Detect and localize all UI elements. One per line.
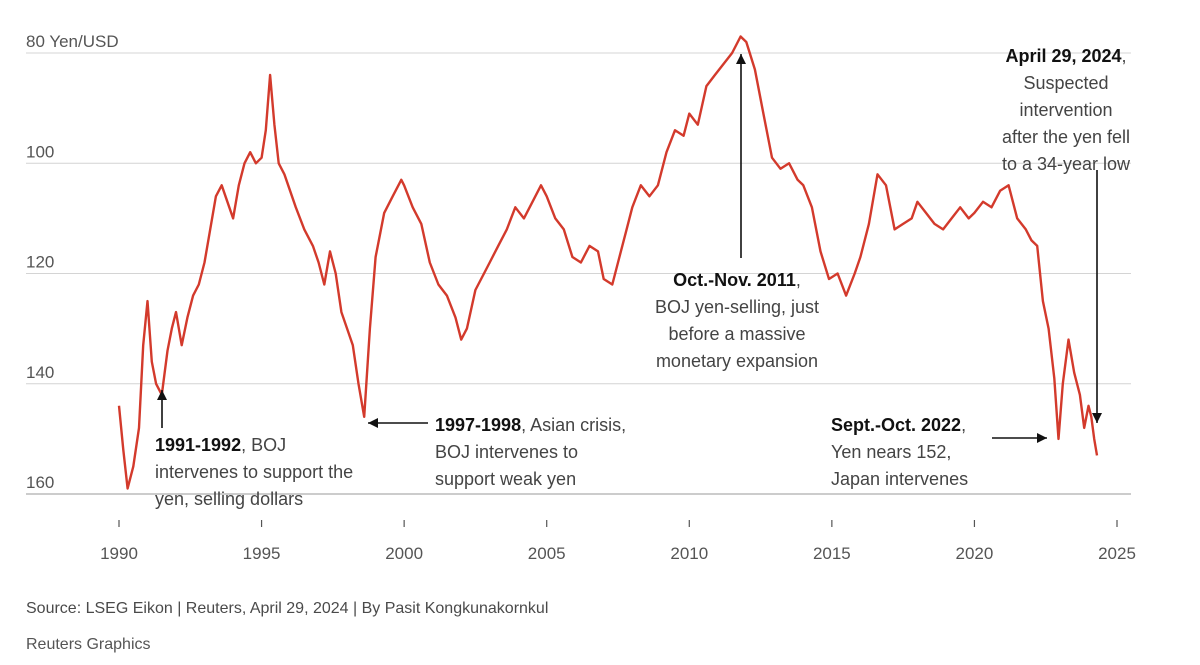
x-tick-2005: 2005 <box>528 544 566 563</box>
annotation-2-line-1: 1997-1998, Asian crisis, <box>435 415 626 435</box>
x-tick-2010: 2010 <box>670 544 708 563</box>
annotation-1-line-3: yen, selling dollars <box>155 489 303 509</box>
annotation-5-bold: Sept.-Oct. 2022 <box>831 415 961 435</box>
arrow-2024-head <box>1092 413 1102 423</box>
annotation-3-line-2: BOJ yen-selling, just <box>655 297 819 317</box>
annotation-2-line-3: support weak yen <box>435 469 576 489</box>
arrow-2011-head <box>736 54 746 64</box>
annotation-5-rest: , <box>961 415 966 435</box>
y-tick-120: 120 <box>26 253 54 272</box>
series-line-0 <box>117 35 1099 490</box>
x-tick-2000: 2000 <box>385 544 423 563</box>
annotation-3: Oct.-Nov. 2011, BOJ yen-selling, just befo… <box>655 270 819 371</box>
annotation-1-line-1: 1991-1992, BOJ <box>155 435 286 455</box>
source-note: Source: LSEG Eikon | Reuters, April 29, … <box>26 600 549 617</box>
x-tick-1995: 1995 <box>243 544 281 563</box>
arrow-1997-head <box>368 418 378 428</box>
y-unit-label: 80 Yen/USD <box>26 32 119 51</box>
x-tick-2025: 2025 <box>1098 544 1136 563</box>
annotation-2-line-2: BOJ intervenes to <box>435 442 578 462</box>
series-group <box>117 35 1099 490</box>
annotation-5: Sept.-Oct. 2022, Yen nears 152, Japan inte… <box>831 415 968 489</box>
annotation-3-line-4: monetary expansion <box>656 351 818 371</box>
annotation-3-bold: Oct.-Nov. 2011 <box>673 270 796 290</box>
annotation-4-rest: , <box>1122 46 1127 66</box>
arrow-2022-head <box>1037 433 1047 443</box>
credit-line: Reuters Graphics <box>26 636 151 653</box>
y-tick-100: 100 <box>26 142 54 161</box>
annotation-4-bold: April 29, 2024 <box>1005 46 1121 66</box>
annotation-4: April 29, 2024, Suspected intervention afte… <box>1002 46 1131 174</box>
annotation-1-rest: , BOJ <box>241 435 286 455</box>
annotation-5-line-2: Yen nears 152, <box>831 442 951 462</box>
annotation-4-line-3: intervention <box>1019 100 1112 120</box>
y-tick-140: 140 <box>26 363 54 382</box>
annotation-4-line-2: Suspected <box>1023 73 1108 93</box>
arrow-1991-head <box>157 390 167 400</box>
annotation-4-line-1: April 29, 2024, <box>1005 46 1126 66</box>
y-tick-160: 160 <box>26 473 54 492</box>
annotation-5-line-1: Sept.-Oct. 2022, <box>831 415 966 435</box>
annotation-5-line-3: Japan intervenes <box>831 469 968 489</box>
annotation-3-line-3: before a massive <box>668 324 805 344</box>
annotation-2-bold: 1997-1998 <box>435 415 521 435</box>
x-tick-2020: 2020 <box>956 544 994 563</box>
annotation-arrows <box>157 54 1102 443</box>
annotation-4-line-5: to a 34-year low <box>1002 154 1131 174</box>
y-tick-labels: 80 Yen/USD 100 120 140 160 <box>26 32 119 492</box>
annotation-1-bold: 1991-1992 <box>155 435 241 455</box>
annotation-1-line-2: intervenes to support the <box>155 462 353 482</box>
x-tick-2015: 2015 <box>813 544 851 563</box>
annotation-3-rest: , <box>796 270 801 290</box>
annotation-4-line-4: after the yen fell <box>1002 127 1130 147</box>
x-tick-1990: 1990 <box>100 544 138 563</box>
annotations: 1991-1992, BOJ intervenes to support the y… <box>155 46 1131 509</box>
annotation-2-rest: , Asian crisis, <box>521 415 626 435</box>
annotation-1: 1991-1992, BOJ intervenes to support the y… <box>155 435 353 509</box>
gridlines <box>26 52 1131 495</box>
annotation-2: 1997-1998, Asian crisis, BOJ intervenes t… <box>435 415 626 489</box>
x-tick-labels: 1990 1995 2000 2005 2010 2015 2020 2025 <box>100 520 1136 563</box>
annotation-3-line-1: Oct.-Nov. 2011, <box>673 270 801 290</box>
